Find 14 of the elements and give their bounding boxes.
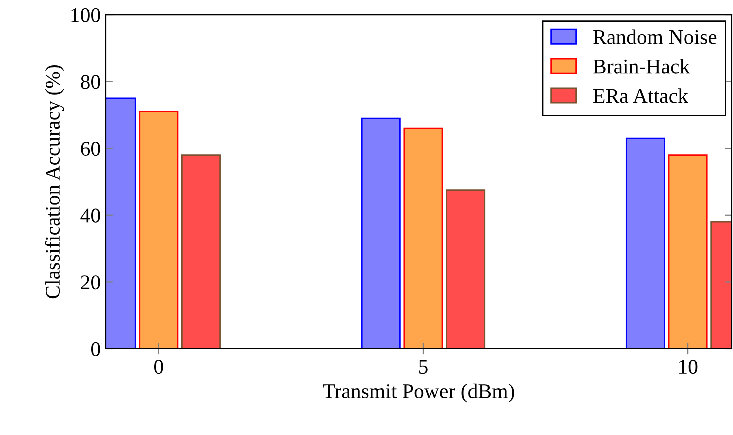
x-axis-title: Transmit Power (dBm)	[323, 384, 514, 403]
y-tick-label: 100	[72, 8, 100, 22]
legend-label: ERa Attack	[594, 88, 688, 104]
x-tick-label: 5	[419, 360, 428, 374]
legend-label: Brain-Hack	[594, 59, 690, 74]
y-tick-label: 60	[81, 142, 100, 156]
legend-label: Random Noise	[594, 30, 717, 44]
y-tick-label: 40	[80, 208, 100, 223]
y-axis-title: Classification Accuracy (%)	[45, 65, 64, 299]
x-tick-label: 10	[679, 360, 698, 374]
y-tick-label: 80	[81, 75, 100, 90]
y-tick-label: 0	[92, 342, 100, 356]
y-tick-label: 20	[81, 276, 100, 290]
x-tick-label: 0	[154, 360, 164, 374]
